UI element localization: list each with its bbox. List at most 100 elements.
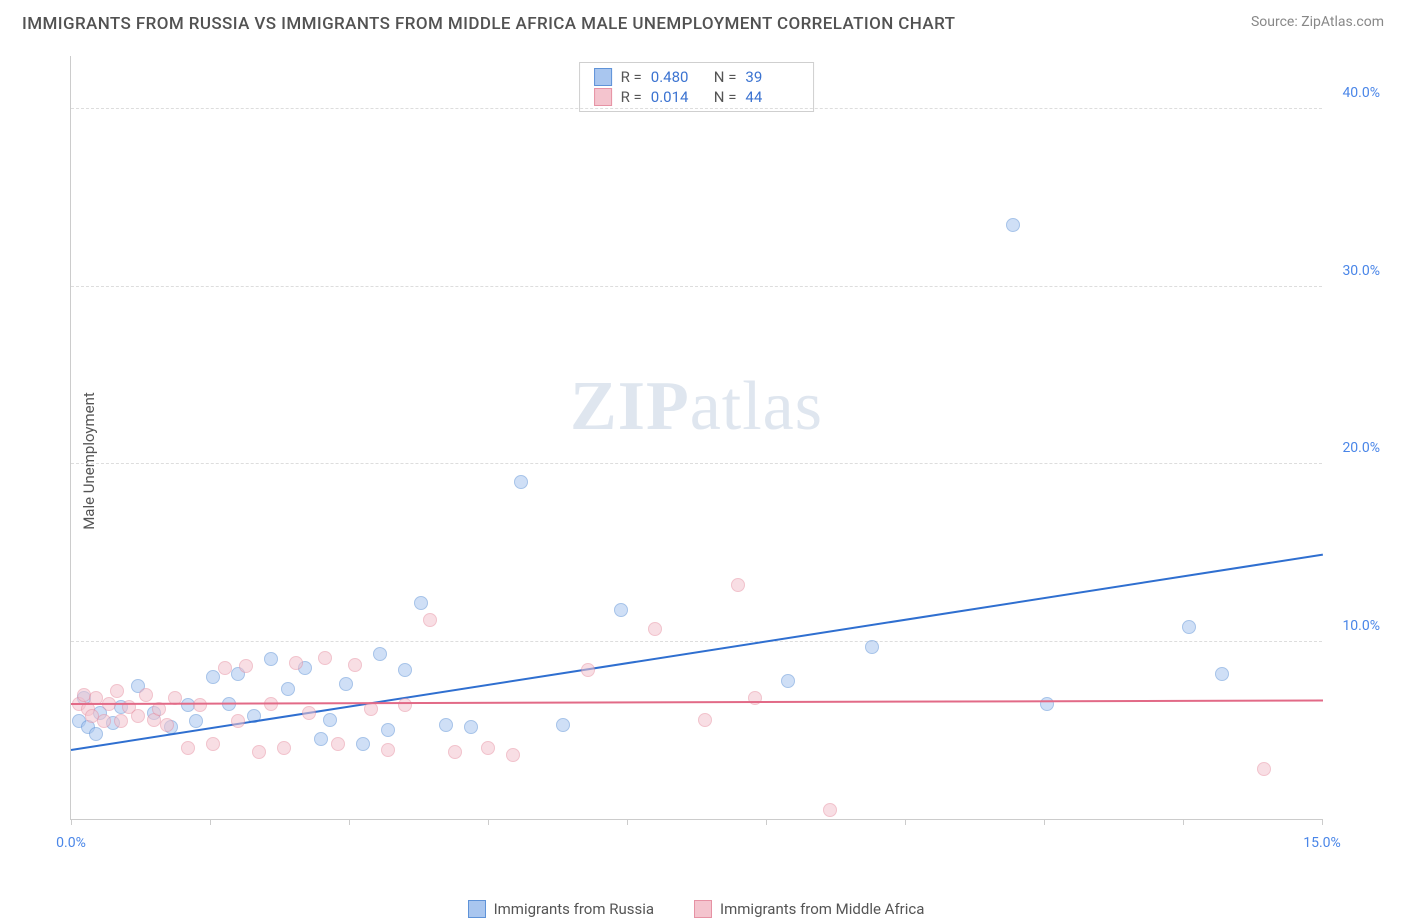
- data-point: [781, 674, 795, 688]
- data-point: [1182, 620, 1196, 634]
- x-tick: [766, 819, 767, 825]
- x-tick: [349, 819, 350, 825]
- data-point: [193, 698, 207, 712]
- data-point: [481, 741, 495, 755]
- n-value: 44: [745, 88, 799, 106]
- x-tick: [1183, 819, 1184, 825]
- legend-swatch: [468, 900, 486, 918]
- data-point: [398, 663, 412, 677]
- data-point: [302, 706, 316, 720]
- data-point: [348, 658, 362, 672]
- data-point: [97, 714, 111, 728]
- gridline: [71, 463, 1322, 464]
- data-point: [206, 670, 220, 684]
- data-point: [356, 737, 370, 751]
- data-point: [110, 684, 124, 698]
- data-point: [281, 682, 295, 696]
- source-attribution: Source: ZipAtlas.com: [1251, 14, 1384, 30]
- data-point: [264, 652, 278, 666]
- trend-line: [71, 699, 1323, 705]
- n-label: N =: [714, 68, 737, 86]
- data-point: [114, 714, 128, 728]
- data-point: [748, 691, 762, 705]
- x-tick: [488, 819, 489, 825]
- n-label: N =: [714, 88, 737, 106]
- data-point: [252, 745, 266, 759]
- gridline: [71, 641, 1322, 642]
- legend-item: Immigrants from Middle Africa: [694, 900, 924, 918]
- data-point: [314, 732, 328, 746]
- r-value: 0.014: [651, 88, 705, 106]
- data-point: [331, 737, 345, 751]
- y-tick-label: 20.0%: [1342, 440, 1380, 456]
- r-label: R =: [621, 68, 642, 86]
- y-tick-label: 40.0%: [1342, 85, 1380, 101]
- x-tick: [1322, 819, 1323, 825]
- data-point: [373, 647, 387, 661]
- data-point: [160, 718, 174, 732]
- trend-line: [71, 553, 1323, 750]
- gridline: [71, 286, 1322, 287]
- data-point: [698, 713, 712, 727]
- chart-container: Male Unemployment ZIPatlas R =0.480N =39…: [22, 50, 1384, 872]
- data-point: [448, 745, 462, 759]
- data-point: [206, 737, 220, 751]
- data-point: [131, 709, 145, 723]
- data-point: [318, 651, 332, 665]
- data-point: [514, 475, 528, 489]
- data-point: [1257, 762, 1271, 776]
- data-point: [218, 661, 232, 675]
- data-point: [189, 714, 203, 728]
- data-point: [865, 640, 879, 654]
- page-title: IMMIGRANTS FROM RUSSIA VS IMMIGRANTS FRO…: [22, 14, 955, 34]
- data-point: [731, 578, 745, 592]
- x-tick-label: 15.0%: [1303, 835, 1341, 851]
- data-point: [439, 718, 453, 732]
- data-point: [506, 748, 520, 762]
- x-tick: [210, 819, 211, 825]
- series-legend: Immigrants from Russia Immigrants from Mi…: [70, 900, 1322, 918]
- data-point: [1215, 667, 1229, 681]
- legend-swatch: [694, 900, 712, 918]
- data-point: [1006, 218, 1020, 232]
- x-tick: [905, 819, 906, 825]
- scatter-plot: ZIPatlas R =0.480N =39R =0.014N =44 10.0…: [70, 56, 1322, 820]
- watermark: ZIPatlas: [570, 367, 823, 447]
- data-point: [239, 659, 253, 673]
- data-point: [231, 714, 245, 728]
- correlation-legend: R = 0.480 N = 39 R = 0.014 N = 44: [579, 62, 815, 112]
- legend-swatch: [594, 68, 612, 86]
- data-point: [289, 656, 303, 670]
- legend-item: Immigrants from Russia: [468, 900, 654, 918]
- gridline: [71, 108, 1322, 109]
- data-point: [277, 741, 291, 755]
- legend-label: Immigrants from Russia: [494, 900, 654, 918]
- data-point: [381, 723, 395, 737]
- data-point: [339, 677, 353, 691]
- x-tick: [1044, 819, 1045, 825]
- y-tick-label: 30.0%: [1342, 263, 1380, 279]
- r-label: R =: [621, 88, 642, 106]
- data-point: [581, 663, 595, 677]
- x-tick-label: 0.0%: [56, 835, 86, 851]
- data-point: [648, 622, 662, 636]
- y-tick-label: 10.0%: [1342, 618, 1380, 634]
- data-point: [398, 698, 412, 712]
- x-tick: [71, 819, 72, 825]
- data-point: [556, 718, 570, 732]
- data-point: [414, 596, 428, 610]
- data-point: [423, 613, 437, 627]
- data-point: [464, 720, 478, 734]
- x-tick: [627, 819, 628, 825]
- data-point: [381, 743, 395, 757]
- data-point: [323, 713, 337, 727]
- legend-swatch: [594, 88, 612, 106]
- data-point: [614, 603, 628, 617]
- r-value: 0.480: [651, 68, 705, 86]
- data-point: [1040, 697, 1054, 711]
- n-value: 39: [745, 68, 799, 86]
- data-point: [181, 741, 195, 755]
- data-point: [89, 727, 103, 741]
- legend-label: Immigrants from Middle Africa: [720, 900, 924, 918]
- legend-row: R = 0.480 N = 39: [580, 67, 814, 87]
